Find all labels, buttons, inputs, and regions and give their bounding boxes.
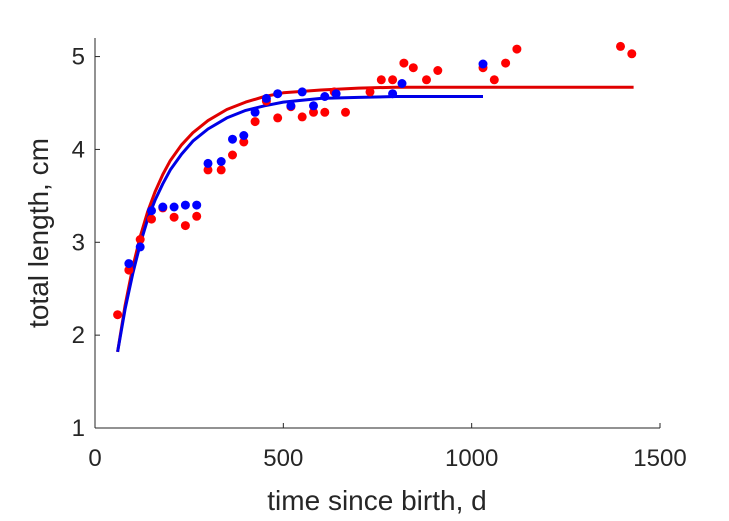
data-point-series-2 bbox=[398, 79, 407, 88]
y-tick-label: 1 bbox=[72, 415, 85, 442]
data-point-series-2 bbox=[298, 87, 307, 96]
data-point-series-1 bbox=[490, 75, 499, 84]
data-point-series-2 bbox=[273, 89, 282, 98]
data-point-series-2 bbox=[309, 101, 318, 110]
data-point-series-1 bbox=[433, 66, 442, 75]
chart: 0 500 1000 1500 1 2 3 4 5 time since birth, d to… bbox=[0, 0, 729, 521]
data-point-series-2 bbox=[262, 94, 271, 103]
data-point-series-2 bbox=[388, 89, 397, 98]
data-point-series-2 bbox=[286, 101, 295, 110]
data-point-series-1 bbox=[170, 213, 179, 222]
data-point-series-2 bbox=[228, 135, 237, 144]
data-point-series-1 bbox=[251, 117, 260, 126]
fit-curve-2 bbox=[118, 97, 483, 352]
x-tick-label: 1000 bbox=[445, 445, 498, 472]
ticks: 0 500 1000 1500 1 2 3 4 5 bbox=[72, 44, 687, 472]
x-tick-label: 1500 bbox=[633, 445, 686, 472]
data-point-series-1 bbox=[192, 212, 201, 221]
data-point-series-2 bbox=[124, 259, 133, 268]
data-point-series-2 bbox=[251, 108, 260, 117]
data-point-series-2 bbox=[170, 203, 179, 212]
data-point-series-1 bbox=[627, 49, 636, 58]
data-point-series-2 bbox=[181, 201, 190, 210]
data-point-series-2 bbox=[192, 201, 201, 210]
data-point-series-1 bbox=[366, 87, 375, 96]
data-point-series-1 bbox=[409, 63, 418, 72]
x-tick-label: 500 bbox=[263, 445, 303, 472]
data-point-series-1 bbox=[298, 112, 307, 121]
plot-area bbox=[113, 42, 636, 352]
data-point-series-1 bbox=[399, 59, 408, 68]
x-axis-label: time since birth, d bbox=[267, 485, 486, 516]
y-tick-label: 3 bbox=[72, 229, 85, 256]
data-point-series-1 bbox=[512, 45, 521, 54]
data-point-series-1 bbox=[341, 108, 350, 117]
y-tick-label: 2 bbox=[72, 322, 85, 349]
y-tick-label: 4 bbox=[72, 136, 85, 163]
data-point-series-2 bbox=[217, 157, 226, 166]
data-point-series-1 bbox=[181, 221, 190, 230]
data-point-series-1 bbox=[228, 151, 237, 160]
data-point-series-2 bbox=[479, 60, 488, 69]
data-point-series-2 bbox=[239, 131, 248, 140]
data-point-series-1 bbox=[320, 108, 329, 117]
data-point-series-1 bbox=[388, 75, 397, 84]
data-point-series-1 bbox=[273, 113, 282, 122]
data-point-series-1 bbox=[422, 75, 431, 84]
data-point-series-1 bbox=[217, 165, 226, 174]
data-point-series-2 bbox=[147, 206, 156, 215]
y-tick-label: 5 bbox=[72, 44, 85, 71]
data-point-series-1 bbox=[147, 215, 156, 224]
data-point-series-2 bbox=[158, 203, 167, 212]
data-point-series-1 bbox=[616, 42, 625, 51]
data-point-series-1 bbox=[113, 310, 122, 319]
data-point-series-1 bbox=[501, 59, 510, 68]
y-axis-label: total length, cm bbox=[23, 138, 54, 328]
data-point-series-2 bbox=[320, 92, 329, 101]
data-point-series-1 bbox=[377, 75, 386, 84]
data-point-series-2 bbox=[204, 159, 213, 168]
data-point-series-2 bbox=[332, 89, 341, 98]
x-tick-label: 0 bbox=[88, 445, 101, 472]
data-point-series-2 bbox=[136, 242, 145, 251]
